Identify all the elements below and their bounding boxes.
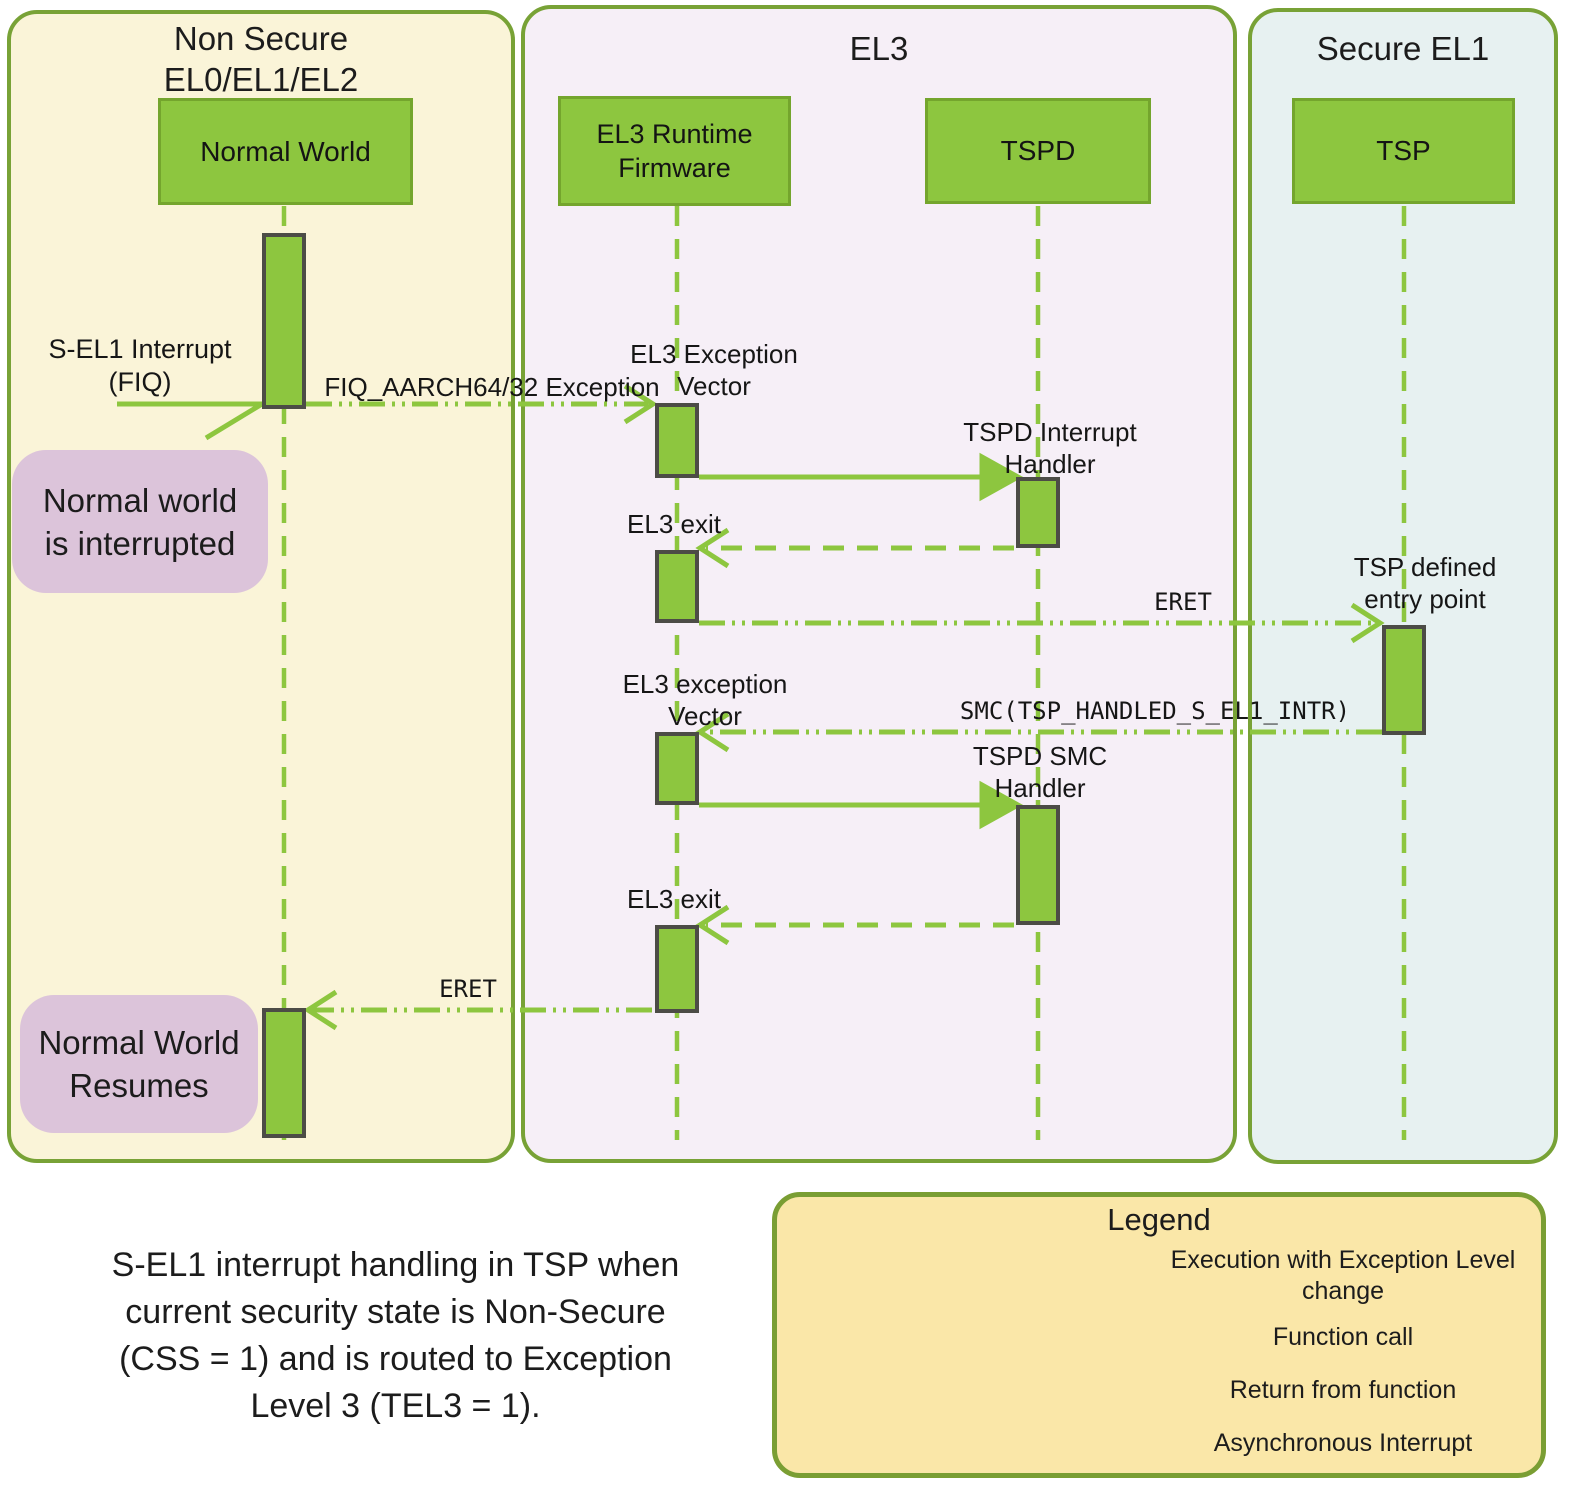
label-el3-exit-1: EL3 exit [627,509,721,539]
activation-el3-exit-2 [655,925,699,1013]
legend-box [772,1192,1546,1478]
lane-title-el3: EL3 [849,30,909,67]
legend-label-async-interrupt: Asynchronous Interrupt [1213,1429,1473,1457]
lane-title-non-secure: Non Secure EL0/EL1/EL2 [163,20,359,98]
label-el3-exit-2: EL3 exit [627,884,721,914]
actor-tspd: TSPD [925,98,1151,204]
label-tspd-interrupt-handler: TSPD Interrupt Handler [963,417,1137,479]
legend-label-exception-level-change: Execution with Exception Level change [1170,1246,1516,1305]
label-smc-call: SMC(TSP_HANDLED_S_EL1_INTR) [959,697,1351,725]
label-tsp-entry-point: TSP defined entry point [1353,552,1497,614]
actor-tsp: TSP [1292,98,1515,204]
label-sel1-interrupt: S-EL1 Interrupt (FIQ) [48,334,232,397]
label-fiq-exception: FIQ_AARCH64/32 Exception [324,372,660,402]
activation-tspd-interrupt-handler [1016,477,1060,548]
activation-tsp-entry-point [1382,625,1426,735]
note-normal-world-resumes: Normal World Resumes [20,995,258,1133]
activation-normal-world-2 [262,1008,306,1138]
legend-label-return-from-function: Return from function [1229,1376,1457,1404]
lane-title-secure-el1: Secure EL1 [1316,30,1490,67]
label-eret-2: ERET [439,975,497,1003]
note-normal-world-interrupted: Normal world is interrupted [12,450,268,593]
activation-el3-exit-1 [655,550,699,623]
activation-el3-exception-vector-1 [655,403,699,478]
activation-normal-world-1 [262,233,306,409]
legend-title: Legend [1107,1202,1211,1237]
activation-el3-exception-vector-2 [655,732,699,805]
legend-label-function-call: Function call [1272,1323,1414,1351]
diagram-caption: S-EL1 interrupt handling in TSP when cur… [111,1246,680,1425]
label-el3-exception-vector-1: EL3 Exception Vector [630,339,798,401]
label-el3-exception-vector-2: EL3 exception Vector [622,669,788,731]
actor-normal-world: Normal World [158,98,413,205]
label-tspd-smc-handler: TSPD SMC Handler [972,741,1108,803]
label-eret-1: ERET [1154,588,1212,616]
activation-tspd-smc-handler [1016,805,1060,925]
actor-el3-runtime-firmware: EL3 Runtime Firmware [558,96,791,206]
